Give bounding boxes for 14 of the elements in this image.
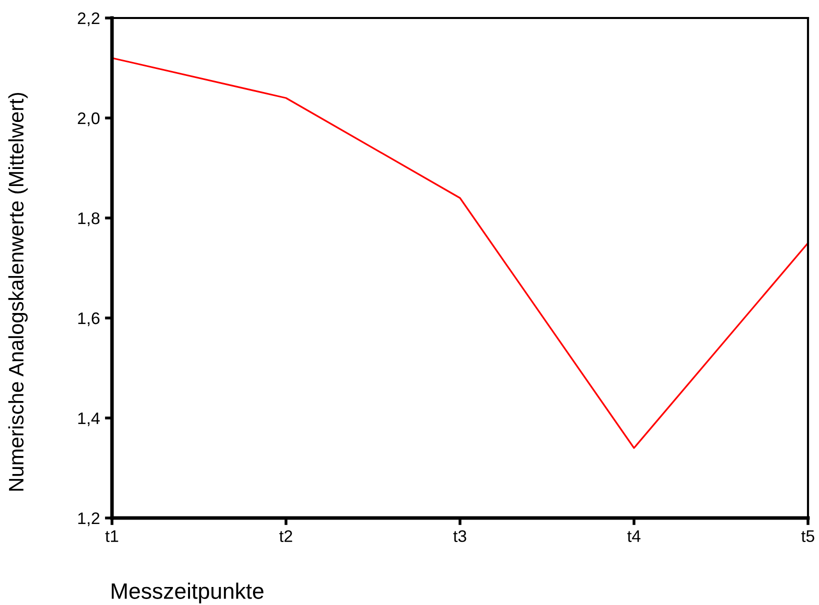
x-tick-label: t5: [801, 530, 814, 542]
y-tick-label: 2,0: [78, 112, 100, 126]
x-tick-label: t1: [105, 530, 118, 542]
x-tick-label: t3: [453, 530, 466, 542]
y-tick-label: 1,8: [78, 212, 100, 226]
y-tick-label: 1,6: [78, 312, 100, 326]
y-tick-label: 2,2: [78, 12, 100, 26]
y-tick-label: 1,4: [78, 412, 100, 426]
x-axis-title: Messzeitpunkte: [112, 582, 264, 604]
y-tick-label: 1,2: [78, 512, 100, 526]
line-series: [111, 57, 809, 449]
x-tick-label: t4: [627, 530, 640, 542]
y-axis-title: Numerische Analogskalenwerte (Mittelwert): [8, 92, 28, 491]
x-tick-label: t2: [279, 530, 292, 542]
